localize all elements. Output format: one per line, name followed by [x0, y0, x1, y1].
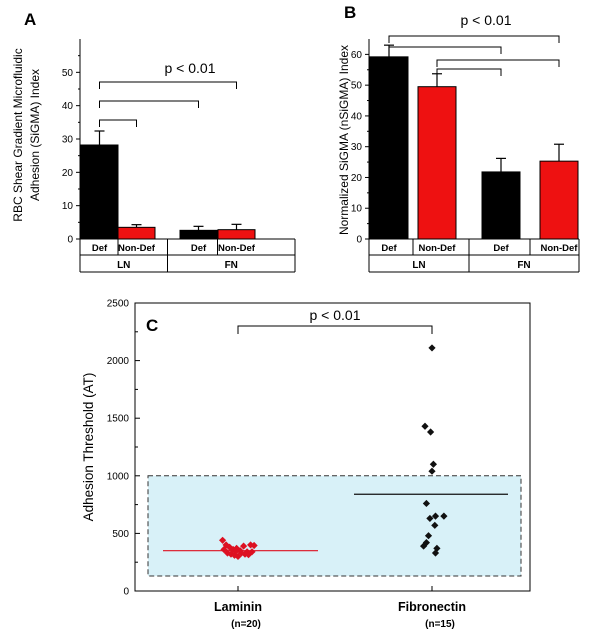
y-tick-label: 40	[62, 101, 74, 112]
data-point	[241, 550, 249, 558]
threshold-range-box	[147, 475, 522, 577]
category-label: Def	[92, 243, 108, 254]
y-axis-label-line: RBC Shear Gradient Microfluidic	[11, 48, 25, 221]
data-point	[428, 467, 436, 475]
significance-bracket	[237, 325, 433, 334]
significance-bracket	[99, 100, 199, 108]
y-tick-label: 10	[351, 204, 363, 215]
bar	[80, 144, 119, 240]
panel-label-b: B	[344, 3, 356, 22]
data-point	[431, 512, 440, 520]
y-axis-label: Adhesion Threshold (AT)	[81, 373, 96, 522]
data-point	[227, 550, 235, 558]
p-value-label: p < 0.01	[165, 60, 216, 76]
y-tick-label: 0	[356, 235, 362, 246]
data-point	[243, 548, 251, 556]
bar	[481, 171, 521, 240]
bar	[417, 86, 457, 240]
data-point	[428, 344, 436, 352]
bar	[369, 56, 409, 240]
group-label: FN	[225, 260, 238, 271]
category-label: Def	[191, 243, 207, 254]
y-tick-label: 0	[67, 235, 73, 246]
y-tick-label: 50	[351, 81, 363, 92]
y-axis-label: Normalized SiGMA (nSiGMA) Index	[337, 45, 351, 235]
sample-count-label: (n=15)	[425, 619, 455, 630]
significance-bracket	[388, 35, 560, 43]
y-tick-label: 40	[351, 111, 363, 122]
p-value-label: p < 0.01	[461, 12, 512, 28]
y-tick-label: 1500	[107, 414, 130, 425]
data-point	[222, 541, 230, 549]
category-label: Non-Def	[218, 243, 256, 254]
y-tick-label: 1000	[107, 471, 130, 482]
data-point	[220, 545, 228, 554]
data-point	[440, 512, 448, 520]
data-point	[240, 542, 248, 550]
y-tick-label: 0	[123, 587, 129, 598]
sample-count-label: (n=20)	[231, 619, 261, 630]
y-tick-label: 50	[62, 68, 74, 79]
data-point	[248, 548, 256, 556]
x-category-label: Fibronectin	[398, 600, 466, 614]
category-label: Non-Def	[541, 243, 579, 254]
group-label: LN	[412, 260, 425, 271]
y-tick-label: 30	[62, 135, 74, 146]
y-tick-label: 20	[351, 173, 363, 184]
significance-bracket	[436, 59, 560, 67]
panel-label-a: A	[24, 10, 36, 29]
y-tick-label: 60	[351, 50, 363, 61]
y-tick-label: 20	[62, 168, 74, 179]
category-label: Def	[493, 243, 509, 254]
bar	[539, 160, 579, 240]
data-point	[421, 422, 429, 430]
x-category-label: Laminin	[214, 600, 262, 614]
panel-label-c: C	[146, 316, 158, 335]
data-point	[420, 542, 428, 550]
y-axis-label-line: Adhesion (SiGMA) Index	[28, 69, 42, 201]
bar	[217, 229, 256, 240]
category-label: Non-Def	[118, 243, 156, 254]
data-point	[424, 532, 433, 540]
data-point	[429, 460, 437, 468]
bar	[117, 226, 156, 240]
y-tick-label: 500	[112, 529, 129, 540]
data-point	[250, 541, 258, 550]
y-tick-label: 2500	[107, 299, 130, 310]
y-tick-label: 10	[62, 201, 74, 212]
group-label: FN	[517, 260, 530, 271]
significance-bracket	[99, 81, 237, 89]
significance-bracket	[388, 46, 502, 54]
y-axis-label: RBC Shear Gradient Microfluidic Adhesion …	[11, 48, 42, 221]
data-point	[247, 541, 255, 549]
data-point	[433, 544, 441, 552]
significance-bracket	[436, 68, 502, 76]
group-label: LN	[117, 260, 130, 271]
y-tick-label: 30	[351, 142, 363, 153]
data-point	[219, 536, 227, 544]
category-label: Non-Def	[419, 243, 457, 254]
significance-bracket	[99, 119, 137, 127]
data-point	[431, 549, 440, 557]
p-value-label: p < 0.01	[310, 307, 361, 323]
data-point	[422, 499, 430, 508]
data-point	[427, 428, 435, 436]
data-point	[422, 539, 430, 547]
data-point	[426, 514, 434, 523]
data-point	[431, 521, 439, 529]
bar	[179, 229, 218, 240]
y-tick-label: 2000	[107, 356, 130, 367]
category-label: Def	[381, 243, 397, 254]
